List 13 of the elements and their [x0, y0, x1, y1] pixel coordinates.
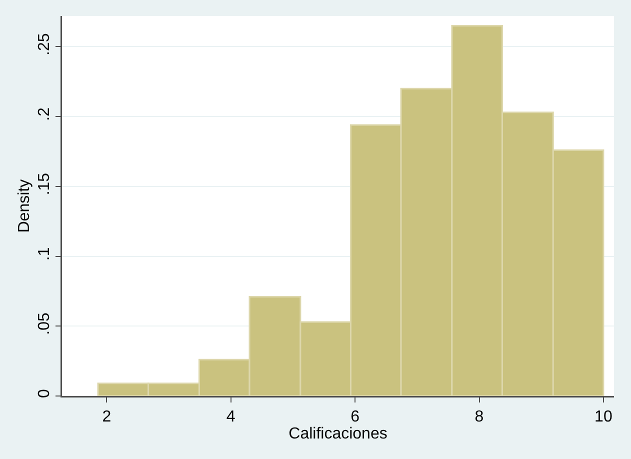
y-tick-label: .15	[36, 172, 54, 196]
y-tick-label: .2	[36, 107, 54, 121]
x-axis-title: Calificaciones	[288, 426, 388, 443]
x-tick-label: 8	[474, 408, 484, 426]
y-tick-label: .05	[36, 312, 54, 335]
y-tick-label: 0	[36, 389, 54, 398]
y-tick-label: .1	[36, 247, 54, 261]
y-tick-label: .25	[36, 33, 54, 56]
y-axis-title: Density	[16, 179, 34, 233]
x-tick-label: 6	[350, 408, 360, 426]
x-tick-label: 2	[102, 408, 112, 426]
x-tick-label: 4	[226, 408, 236, 426]
x-tick-label: 10	[594, 408, 612, 426]
